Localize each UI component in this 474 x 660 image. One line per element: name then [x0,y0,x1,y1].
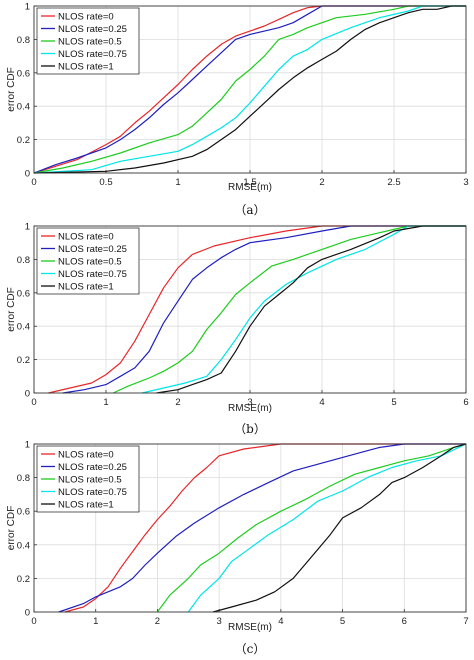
legend-label: NLOS rate=0.75 [58,487,127,498]
axes-frame [33,443,467,613]
x-tick-label: 6 [402,616,407,627]
series-line-0 [64,443,466,613]
legend-label: NLOS rate=0.75 [58,49,127,60]
x-tick-label: 2 [319,177,324,188]
x-tick-label: 1 [93,616,98,627]
y-tick-label: 0.8 [17,35,30,46]
legend-label: NLOS rate=0.5 [58,475,122,486]
y-axis-label: error CDF [6,506,17,550]
x-tick-label: 2 [155,616,160,627]
series-line-2 [33,5,466,174]
x-axis-label: RMSE(m) [228,403,272,414]
series-line-0 [33,5,466,174]
legend-label: NLOS rate=0.5 [58,257,122,268]
legend-label: NLOS rate=0.5 [58,37,122,48]
x-axis-label: RMSE(m) [228,182,272,193]
series-line-1 [58,443,466,613]
series-line-4 [212,443,467,613]
series-line-3 [187,443,467,613]
y-tick-label: 0.4 [17,540,30,551]
x-tick-label: 1 [175,177,180,188]
legend-label: NLOS rate=0 [58,232,114,243]
y-tick-label: 0.8 [17,473,30,484]
y-tick-label: 0.4 [17,102,30,113]
x-tick-label: 5 [340,616,345,627]
panel-caption: （b） [234,422,266,436]
y-tick-label: 0.2 [17,355,30,366]
panel-caption: （c） [235,642,266,656]
x-tick-label: 2 [175,397,180,408]
y-tick-label: 1 [25,2,30,13]
legend-label: NLOS rate=1 [58,500,114,511]
x-tick-label: 5 [391,397,396,408]
y-tick-label: 1 [25,222,30,233]
x-tick-label: 3 [247,397,252,408]
series-line-1 [33,5,466,174]
y-tick-label: 0 [25,608,30,619]
x-tick-label: 1.5 [243,177,256,188]
y-tick-label: 0 [25,389,30,400]
x-tick-label: 7 [463,616,468,627]
y-tick-label: 0.2 [17,135,30,146]
x-tick-label: 4 [278,616,283,627]
x-tick-label: 0 [31,616,36,627]
legend-label: NLOS rate=0.25 [58,24,127,35]
x-axis-label: RMSE(m) [228,622,272,633]
x-tick-label: 4 [319,397,324,408]
y-tick-label: 0.6 [17,507,30,518]
legend-label: NLOS rate=0.25 [58,244,127,255]
legend-label: NLOS rate=1 [58,62,114,73]
legend-label: NLOS rate=1 [58,282,114,293]
series-line-0 [48,225,466,394]
series-line-2 [112,225,466,394]
legend-label: NLOS rate=0 [58,450,114,461]
series-line-2 [156,443,467,613]
y-tick-label: 0.6 [17,288,30,299]
legend-label: NLOS rate=0.25 [58,462,127,473]
legend-label: NLOS rate=0.75 [58,269,127,280]
x-tick-label: 0 [31,177,36,188]
axes-frame [33,225,467,394]
y-tick-label: 0.2 [17,574,30,585]
panel-caption: （a） [234,203,265,217]
x-tick-label: 6 [463,397,468,408]
x-tick-label: 1 [103,397,108,408]
y-axis-label: error CDF [6,287,17,331]
x-tick-label: 3 [216,616,221,627]
x-tick-label: 3 [463,177,468,188]
y-tick-label: 0 [25,169,30,180]
x-tick-label: 2.5 [387,177,400,188]
series-line-4 [33,5,466,174]
y-tick-label: 0.8 [17,255,30,266]
y-axis-label: error CDF [6,67,17,111]
series-line-1 [62,225,466,394]
y-tick-label: 1 [25,440,30,451]
series-line-4 [156,225,466,394]
y-tick-label: 0.4 [17,322,30,333]
x-tick-label: 0 [31,397,36,408]
axes-frame [33,5,467,174]
y-tick-label: 0.6 [17,68,30,79]
x-tick-label: 0.5 [99,177,112,188]
series-line-3 [33,5,466,174]
series-line-3 [141,225,466,394]
legend-label: NLOS rate=0 [58,12,114,23]
